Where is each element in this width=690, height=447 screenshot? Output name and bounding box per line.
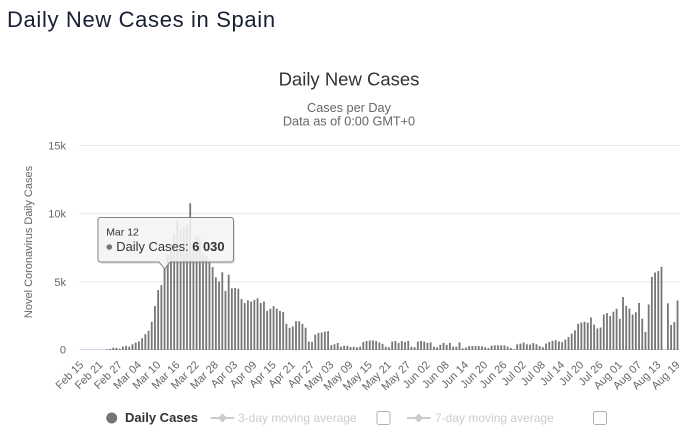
svg-text:15k: 15k — [48, 141, 66, 153]
svg-text:Daily New Cases in Spain: Daily New Cases in Spain — [7, 7, 276, 32]
svg-text:Daily Cases: Daily Cases — [125, 410, 198, 425]
svg-text:10k: 10k — [48, 209, 66, 221]
svg-text:7-day moving average: 7-day moving average — [435, 411, 554, 425]
svg-text:0: 0 — [60, 345, 66, 357]
svg-text:Daily New Cases: Daily New Cases — [279, 68, 420, 89]
svg-text:Data as of 0:00 GMT+0: Data as of 0:00 GMT+0 — [283, 115, 415, 129]
svg-text:Daily Cases: 6 030: Daily Cases: 6 030 — [116, 239, 224, 254]
svg-text:5k: 5k — [54, 277, 66, 289]
svg-text:3-day moving average: 3-day moving average — [238, 411, 357, 425]
svg-text:Cases per Day: Cases per Day — [307, 101, 392, 115]
svg-text:Novel Coronavirus Daily Cases: Novel Coronavirus Daily Cases — [23, 165, 35, 318]
svg-text:Mar 12: Mar 12 — [106, 227, 139, 239]
